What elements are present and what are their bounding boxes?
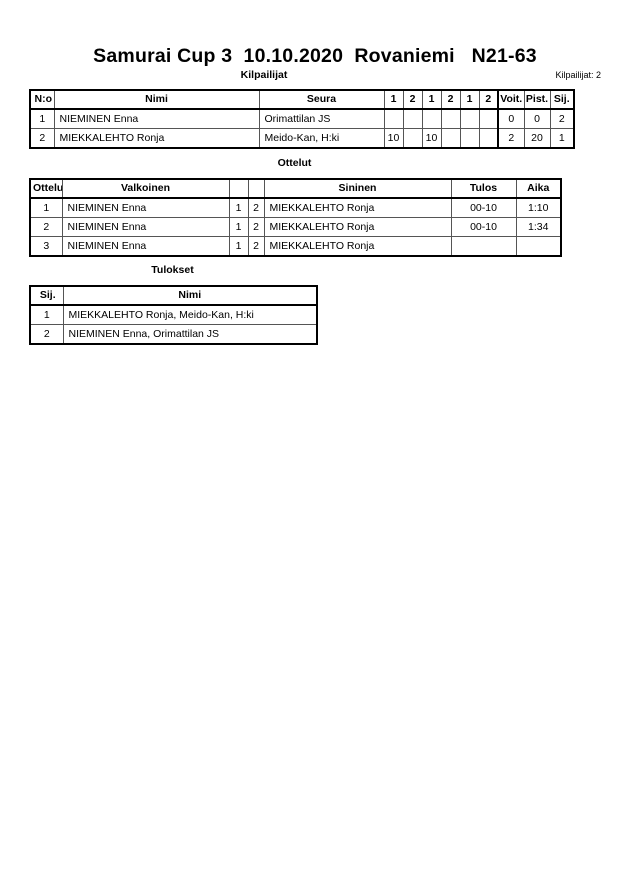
cell-rank: 1 (29, 304, 64, 325)
col-header-white-score (228, 178, 249, 199)
cell-round-4 (440, 128, 461, 149)
cell-round-2 (402, 108, 423, 129)
table-row: 1 NIEMINEN Enna Orimattilan JS 0 0 2 (29, 108, 575, 129)
col-header-name: Nimi (62, 285, 318, 306)
cell-round-4 (440, 108, 461, 129)
results-table: Sij. Nimi 1 MIEKKALEHTO Ronja, Meido-Kan… (29, 285, 318, 345)
cell-wins: 2 (497, 128, 525, 149)
table-header-row: N:o Nimi Seura 1 2 1 2 1 2 Voit. Pist. S… (29, 89, 575, 110)
competitors-count-note: Kilpailijat: 2 (555, 70, 601, 80)
col-header-blue-score (247, 178, 265, 199)
cell-blue-score: 2 (247, 217, 265, 237)
cell-match: 1 (29, 197, 63, 218)
col-header-wins: Voit. (497, 89, 525, 110)
cell-match: 3 (29, 236, 63, 257)
table-row: 2 MIEKKALEHTO Ronja Meido-Kan, H:ki 10 1… (29, 128, 575, 149)
col-header-points: Pist. (523, 89, 551, 110)
table-row: 2 NIEMINEN Enna 1 2 MIEKKALEHTO Ronja 00… (29, 217, 562, 237)
cell-points: 0 (523, 108, 551, 129)
cell-white-score: 1 (228, 217, 249, 237)
cell-time: 1:34 (515, 217, 562, 237)
cell-match: 2 (29, 217, 63, 237)
cell-round-3: 10 (421, 128, 442, 149)
table-row: 3 NIEMINEN Enna 1 2 MIEKKALEHTO Ronja (29, 236, 562, 257)
cell-blue: MIEKKALEHTO Ronja (263, 217, 452, 237)
cell-blue: MIEKKALEHTO Ronja (263, 236, 452, 257)
competitors-section-caption: Kilpailijat (240, 69, 288, 81)
col-header-round-3: 1 (421, 89, 442, 110)
col-header-name: Nimi (53, 89, 260, 110)
cell-wins: 0 (497, 108, 525, 129)
cell-rank: 2 (29, 324, 64, 345)
cell-white: NIEMINEN Enna (61, 197, 230, 218)
cell-white-score: 1 (228, 236, 249, 257)
cell-club: Meido-Kan, H:ki (258, 128, 385, 149)
cell-blue-score: 2 (247, 197, 265, 218)
cell-time (515, 236, 562, 257)
cell-number: 1 (29, 108, 55, 129)
col-header-result: Tulos (450, 178, 517, 199)
cell-time: 1:10 (515, 197, 562, 218)
cell-white-score: 1 (228, 197, 249, 218)
results-section-caption: Tulokset (151, 264, 194, 276)
matches-section-caption: Ottelut (277, 157, 312, 169)
col-header-round-6: 2 (478, 89, 499, 110)
cell-rank: 1 (549, 128, 575, 149)
cell-round-2 (402, 128, 423, 149)
table-row: 1 MIEKKALEHTO Ronja, Meido-Kan, H:ki (29, 304, 318, 325)
cell-round-6 (478, 108, 499, 129)
col-header-white: Valkoinen (61, 178, 230, 199)
col-header-number: N:o (29, 89, 55, 110)
table-row: 1 NIEMINEN Enna 1 2 MIEKKALEHTO Ronja 00… (29, 197, 562, 218)
cell-round-5 (459, 128, 480, 149)
cell-name: MIEKKALEHTO Ronja, Meido-Kan, H:ki (62, 304, 318, 325)
competitors-table: N:o Nimi Seura 1 2 1 2 1 2 Voit. Pist. S… (29, 89, 575, 149)
col-header-rank: Sij. (29, 285, 64, 306)
cell-round-6 (478, 128, 499, 149)
cell-white: NIEMINEN Enna (61, 217, 230, 237)
cell-blue: MIEKKALEHTO Ronja (263, 197, 452, 218)
col-header-rank: Sij. (549, 89, 575, 110)
cell-round-5 (459, 108, 480, 129)
col-header-blue: Sininen (263, 178, 452, 199)
cell-club: Orimattilan JS (258, 108, 385, 129)
cell-name: NIEMINEN Enna, Orimattilan JS (62, 324, 318, 345)
cell-round-1: 10 (383, 128, 404, 149)
col-header-club: Seura (258, 89, 385, 110)
cell-round-1 (383, 108, 404, 129)
cell-white: NIEMINEN Enna (61, 236, 230, 257)
col-header-round-4: 2 (440, 89, 461, 110)
cell-rank: 2 (549, 108, 575, 129)
col-header-time: Aika (515, 178, 562, 199)
col-header-match: Ottelu (29, 178, 63, 199)
page-title: Samurai Cup 3 10.10.2020 Rovaniemi N21-6… (93, 45, 537, 67)
table-row: 2 NIEMINEN Enna, Orimattilan JS (29, 324, 318, 345)
cell-result: 00-10 (450, 197, 517, 218)
table-header-row: Ottelu Valkoinen Sininen Tulos Aika (29, 178, 562, 199)
cell-round-3 (421, 108, 442, 129)
cell-number: 2 (29, 128, 55, 149)
cell-points: 20 (523, 128, 551, 149)
cell-result: 00-10 (450, 217, 517, 237)
cell-blue-score: 2 (247, 236, 265, 257)
col-header-round-2: 2 (402, 89, 423, 110)
col-header-round-5: 1 (459, 89, 480, 110)
cell-name: NIEMINEN Enna (53, 108, 260, 129)
table-header-row: Sij. Nimi (29, 285, 318, 306)
cell-name: MIEKKALEHTO Ronja (53, 128, 260, 149)
cell-result (450, 236, 517, 257)
matches-table: Ottelu Valkoinen Sininen Tulos Aika 1 NI… (29, 178, 562, 257)
col-header-round-1: 1 (383, 89, 404, 110)
